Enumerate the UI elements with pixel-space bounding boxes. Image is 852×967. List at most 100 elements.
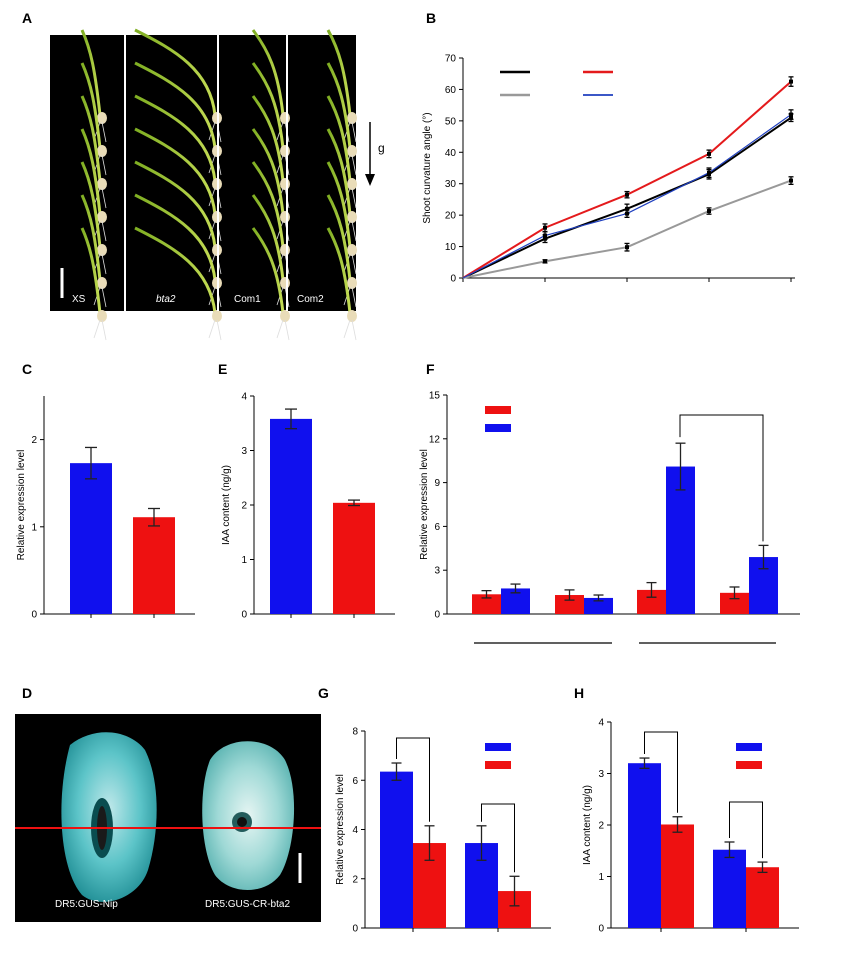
seedling-leaf	[326, 128, 352, 215]
photo-label-bta2: bta2	[156, 294, 176, 305]
seed	[280, 310, 290, 322]
seedling-leaf	[326, 29, 352, 116]
bar-fl	[720, 592, 749, 614]
chartE-y-tick-label: 3	[241, 446, 247, 457]
y-axis-label: Relative expression level	[16, 450, 27, 561]
chartE-y-tick-label: 2	[241, 501, 247, 512]
panel-label-f: F	[426, 361, 435, 377]
panel-label-h: H	[574, 685, 584, 701]
chart-f: 0 3 6 9 12 15 Relative expression level	[419, 391, 800, 644]
chart-f-y-tick-label: 3	[434, 566, 440, 577]
panel-label-b: B	[426, 10, 436, 26]
chart-f-y-tick-label: 15	[429, 391, 441, 402]
photo-label-bta2: DR5:GUS-CR-bta2	[205, 899, 290, 910]
root	[343, 319, 357, 341]
panel-d-photo: DR5:GUS-Nip DR5:GUS-CR-bta2	[15, 714, 321, 922]
seedling-leaf	[251, 161, 285, 248]
chartH-y-tick-label: 4	[598, 718, 604, 729]
panel-label-g: G	[318, 685, 329, 701]
chartC-y-tick-label: 0	[31, 610, 37, 621]
significance-bracket	[644, 731, 678, 813]
bar-bta2	[133, 517, 175, 614]
legend-swatch-nl	[485, 424, 511, 432]
bar-nl	[380, 771, 413, 928]
chartE-y-tick-label: 0	[241, 610, 247, 621]
legend-swatch-nl	[736, 743, 762, 751]
data-point	[625, 245, 629, 250]
chart-b-y-tick-label: 0	[450, 274, 456, 285]
seed	[347, 178, 357, 190]
data-point	[625, 206, 629, 211]
seedling-leaf	[251, 227, 285, 314]
seedling-leaf	[134, 160, 217, 248]
seedling-leaf	[134, 94, 217, 182]
chartG-y-tick-label: 4	[352, 825, 358, 836]
seed	[347, 211, 357, 223]
chartG-y-tick-label: 0	[352, 924, 358, 935]
seedling-leaf	[251, 62, 285, 149]
bar-fl	[746, 867, 779, 928]
seedling-leaf	[134, 127, 217, 215]
seed	[347, 145, 357, 157]
chart-c: 0 1 2 Relative expression level	[16, 396, 195, 621]
chart-b-y-tick-label: 50	[445, 116, 457, 127]
significance-bracket	[481, 803, 515, 873]
root	[93, 319, 107, 341]
bar-fl	[555, 595, 584, 614]
seedling-leaf	[326, 227, 352, 314]
seedlings	[80, 28, 357, 341]
seedling-leaf	[80, 161, 102, 248]
seedling-leaf	[134, 226, 217, 314]
seedling-leaf	[326, 194, 352, 281]
data-point	[543, 259, 547, 264]
chartH-y-tick-label: 2	[598, 821, 604, 832]
panel-label-d: D	[22, 685, 32, 701]
seedling-leaf	[80, 62, 102, 149]
bar-nl	[584, 597, 613, 614]
seedling-leaf	[134, 28, 217, 116]
legend-swatch-fl	[485, 406, 511, 414]
y-axis-label: IAA content (ng/g)	[582, 785, 593, 865]
data-point	[789, 79, 793, 84]
chart-f-y-tick-label: 9	[434, 478, 440, 489]
y-axis-label: Relative expression level	[335, 774, 346, 885]
bar-fl	[661, 824, 694, 928]
seed	[347, 112, 357, 124]
photo-label-nip: DR5:GUS-Nip	[55, 899, 118, 910]
chart-b-y-tick-label: 70	[445, 54, 457, 65]
panel-label-c: C	[22, 361, 32, 377]
legend-swatch-fl	[485, 761, 511, 769]
bar-nl	[628, 763, 661, 928]
chartH-y-tick-label: 0	[598, 924, 604, 935]
data-point	[625, 192, 629, 197]
chart-f-y-tick-label: 0	[434, 610, 440, 621]
seed	[347, 310, 357, 322]
seed	[212, 310, 222, 322]
chartE-y-tick-label: 1	[241, 555, 247, 566]
seed	[97, 310, 107, 322]
seedling-leaf	[251, 128, 285, 215]
data-point	[789, 112, 793, 117]
y-axis-label: Shoot curvature angle (°)	[422, 112, 433, 223]
data-point	[707, 170, 711, 175]
chartH-y-tick-label: 3	[598, 769, 604, 780]
chartG-y-tick-label: 2	[352, 874, 358, 885]
chart-g: 0 2 4 6 8 Relative expression level	[335, 727, 551, 935]
bar-xs	[70, 463, 112, 614]
chart-h: 0 1 2 3 4 IAA content (ng/g)	[582, 718, 799, 935]
root	[276, 319, 290, 341]
seed	[97, 112, 107, 124]
bar-bta2	[333, 502, 375, 614]
chartG-y-tick-label: 6	[352, 776, 358, 787]
data-point	[789, 178, 793, 183]
chart-b: 0 10 20 30 40 50 60 70 Shoot curvature angle (°)	[422, 54, 795, 285]
seedling-leaf	[134, 61, 217, 149]
chart-f-y-tick-label: 6	[434, 522, 440, 533]
chartH-y-tick-label: 1	[598, 872, 604, 883]
panel-a-photo: XS bta2 Com1 Com2 g	[50, 28, 385, 341]
legend-swatch-nl	[485, 743, 511, 751]
seedling-leaf	[326, 62, 352, 149]
data-point	[543, 233, 547, 238]
significance-bracket	[679, 414, 764, 542]
